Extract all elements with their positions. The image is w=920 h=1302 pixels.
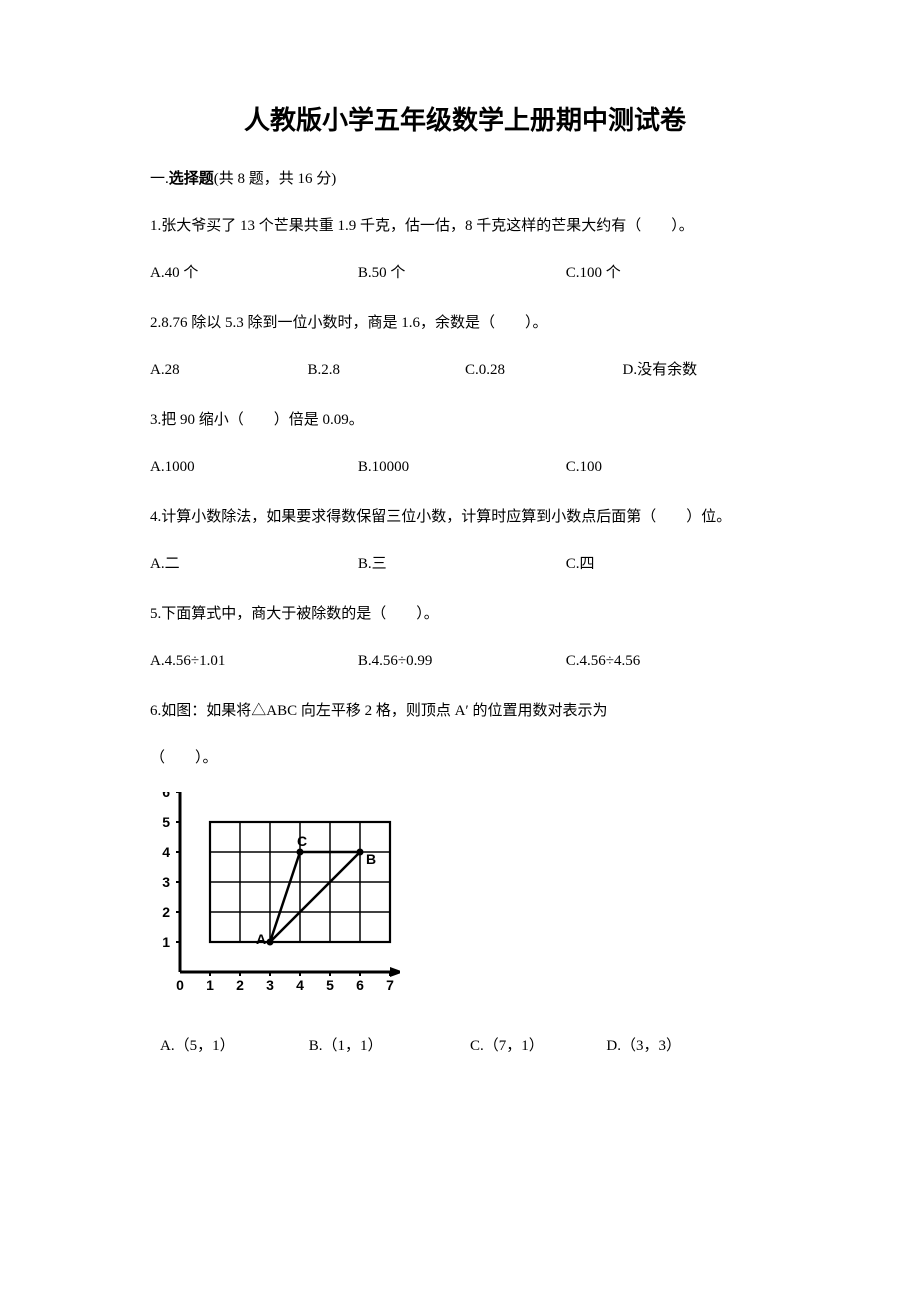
question-5-text: 5.下面算式中，商大于被除数的是（ ）。: [150, 600, 780, 629]
q4-option-a: A.二: [150, 550, 358, 579]
svg-text:3: 3: [162, 874, 170, 890]
q4-option-b: B.三: [358, 550, 566, 579]
question-6-line1: 6.如图：如果将△ABC 向左平移 2 格，则顶点 A′ 的位置用数对表示为: [150, 697, 780, 726]
section-prefix: 一.: [150, 171, 169, 187]
question-5: 5.下面算式中，商大于被除数的是（ ）。 A.4.56÷1.01 B.4.56÷…: [150, 600, 780, 675]
q6-option-b: B.（1，1）: [309, 1032, 470, 1061]
q3-option-c: C.100: [566, 453, 774, 482]
q1-option-b: B.50 个: [358, 259, 566, 288]
section-suffix: (共 8 题，共 16 分): [214, 171, 337, 187]
svg-text:7: 7: [386, 977, 394, 993]
q1-option-a: A.40 个: [150, 259, 358, 288]
question-3-options: A.1000 B.10000 C.100: [150, 453, 780, 482]
q2-option-b: B.2.8: [308, 356, 466, 385]
svg-text:C: C: [297, 833, 307, 849]
triangle-grid-chart: 1 2 3 4 5 6 0 1 2 3 4 5 6 7 A C B: [150, 792, 400, 1002]
q6-chart: 1 2 3 4 5 6 0 1 2 3 4 5 6 7 A C B: [150, 792, 780, 1002]
section-header: 一.选择题(共 8 题，共 16 分): [150, 167, 780, 188]
question-3: 3.把 90 缩小（ ）倍是 0.09。 A.1000 B.10000 C.10…: [150, 406, 780, 481]
section-label: 选择题: [169, 171, 214, 187]
question-1-options: A.40 个 B.50 个 C.100 个: [150, 259, 780, 288]
question-3-text: 3.把 90 缩小（ ）倍是 0.09。: [150, 406, 780, 435]
svg-text:5: 5: [162, 814, 170, 830]
question-6-line2: （ ）。: [150, 744, 780, 773]
svg-text:6: 6: [162, 792, 170, 800]
q5-option-b: B.4.56÷0.99: [358, 647, 566, 676]
q2-option-d: D.没有余数: [623, 356, 781, 385]
q1-option-c: C.100 个: [566, 259, 774, 288]
svg-text:1: 1: [162, 934, 170, 950]
q5-option-a: A.4.56÷1.01: [150, 647, 358, 676]
q5-option-c: C.4.56÷4.56: [566, 647, 774, 676]
question-2-text: 2.8.76 除以 5.3 除到一位小数时，商是 1.6，余数是（ ）。: [150, 309, 780, 338]
svg-text:1: 1: [206, 977, 214, 993]
question-5-options: A.4.56÷1.01 B.4.56÷0.99 C.4.56÷4.56: [150, 647, 780, 676]
question-6: 6.如图：如果将△ABC 向左平移 2 格，则顶点 A′ 的位置用数对表示为 （…: [150, 697, 780, 1061]
svg-text:5: 5: [326, 977, 334, 993]
svg-text:3: 3: [266, 977, 274, 993]
q2-option-a: A.28: [150, 356, 308, 385]
q6-option-d: D.（3，3）: [606, 1032, 780, 1061]
question-2-options: A.28 B.2.8 C.0.28 D.没有余数: [150, 356, 780, 385]
q2-option-c: C.0.28: [465, 356, 623, 385]
question-4-options: A.二 B.三 C.四: [150, 550, 780, 579]
question-4: 4.计算小数除法，如果要求得数保留三位小数，计算时应算到小数点后面第（ ）位。 …: [150, 503, 780, 578]
svg-text:0: 0: [176, 977, 184, 993]
q6-option-c: C.（7，1）: [470, 1032, 606, 1061]
question-6-options: A.（5，1） B.（1，1） C.（7，1） D.（3，3）: [150, 1032, 780, 1061]
question-1: 1.张大爷买了 13 个芒果共重 1.9 千克，估一估，8 千克这样的芒果大约有…: [150, 212, 780, 287]
q4-option-c: C.四: [566, 550, 774, 579]
svg-text:6: 6: [356, 977, 364, 993]
q6-option-a: A.（5，1）: [160, 1032, 309, 1061]
q3-option-b: B.10000: [358, 453, 566, 482]
q3-option-a: A.1000: [150, 453, 358, 482]
svg-text:4: 4: [162, 844, 170, 860]
svg-text:4: 4: [296, 977, 304, 993]
question-1-text: 1.张大爷买了 13 个芒果共重 1.9 千克，估一估，8 千克这样的芒果大约有…: [150, 212, 780, 241]
document-title: 人教版小学五年级数学上册期中测试卷: [150, 100, 780, 137]
svg-text:B: B: [366, 851, 376, 867]
question-2: 2.8.76 除以 5.3 除到一位小数时，商是 1.6，余数是（ ）。 A.2…: [150, 309, 780, 384]
svg-text:2: 2: [236, 977, 244, 993]
svg-text:2: 2: [162, 904, 170, 920]
svg-text:A: A: [256, 931, 266, 947]
question-4-text: 4.计算小数除法，如果要求得数保留三位小数，计算时应算到小数点后面第（ ）位。: [150, 503, 780, 532]
